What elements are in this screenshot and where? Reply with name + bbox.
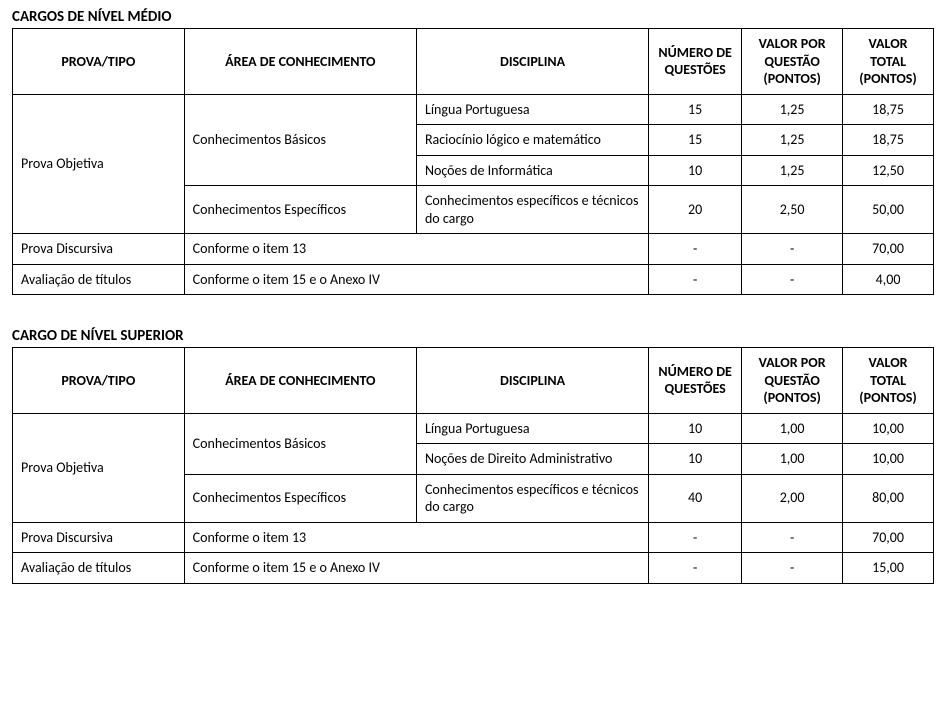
table-row: Avaliação de títulos Conforme o item 15 …	[13, 553, 934, 584]
cell-basicos: Conhecimentos Básicos	[184, 413, 416, 474]
table-row: Prova Objetiva Conhecimentos Básicos Lín…	[13, 94, 934, 125]
cell-numero: -	[649, 264, 742, 295]
cell-numero: 10	[649, 155, 742, 186]
th-prova-tipo: PROVA/TIPO	[13, 348, 185, 414]
cell-conforme: Conforme o item 15 e o Anexo IV	[184, 264, 649, 295]
th-disciplina: DISCIPLINA	[416, 29, 648, 95]
cell-conforme: Conforme o item 13	[184, 522, 649, 553]
cell-valor-total: 18,75	[843, 125, 934, 156]
cell-valor-questao: -	[742, 522, 843, 553]
cell-avaliacao-titulos: Avaliação de títulos	[13, 553, 185, 584]
cell-disciplina: Língua Portuguesa	[416, 413, 648, 444]
cell-valor-total: 10,00	[843, 444, 934, 475]
cell-valor-questao: -	[742, 234, 843, 265]
cell-valor-questao: 1,25	[742, 155, 843, 186]
table-header-row: PROVA/TIPO ÁREA DE CONHECIMENTO DISCIPLI…	[13, 348, 934, 414]
cell-numero: 20	[649, 186, 742, 234]
cell-numero: 40	[649, 474, 742, 522]
cell-valor-total: 10,00	[843, 413, 934, 444]
cell-valor-questao: 2,50	[742, 186, 843, 234]
cell-valor-total: 50,00	[843, 186, 934, 234]
th-valor-questao: VALOR POR QUESTÃO (PONTOS)	[742, 348, 843, 414]
cell-valor-questao: 1,25	[742, 125, 843, 156]
cell-disciplina: Língua Portuguesa	[416, 94, 648, 125]
cell-valor-total: 70,00	[843, 234, 934, 265]
cell-valor-questao: 1,25	[742, 94, 843, 125]
cell-valor-total: 15,00	[843, 553, 934, 584]
th-valor-questao: VALOR POR QUESTÃO (PONTOS)	[742, 29, 843, 95]
cell-numero: 10	[649, 444, 742, 475]
table-row: Avaliação de títulos Conforme o item 15 …	[13, 264, 934, 295]
cell-valor-questao: -	[742, 553, 843, 584]
th-area: ÁREA DE CONHECIMENTO	[184, 348, 416, 414]
th-area: ÁREA DE CONHECIMENTO	[184, 29, 416, 95]
section-title-medio: CARGOS DE NÍVEL MÉDIO	[12, 8, 934, 26]
th-numero: NÚMERO DE QUESTÕES	[649, 29, 742, 95]
cell-disciplina: Raciocínio lógico e matemático	[416, 125, 648, 156]
cell-valor-total: 4,00	[843, 264, 934, 295]
cell-especificos: Conhecimentos Específicos	[184, 474, 416, 522]
cell-numero: -	[649, 522, 742, 553]
cell-numero: 15	[649, 125, 742, 156]
cell-conforme: Conforme o item 15 e o Anexo IV	[184, 553, 649, 584]
cell-numero: -	[649, 234, 742, 265]
table-medio: PROVA/TIPO ÁREA DE CONHECIMENTO DISCIPLI…	[12, 28, 934, 295]
th-valor-total: VALOR TOTAL (PONTOS)	[843, 348, 934, 414]
cell-numero: 10	[649, 413, 742, 444]
cell-valor-questao: 1,00	[742, 444, 843, 475]
cell-disciplina: Conhecimentos específicos e técnicos do …	[416, 474, 648, 522]
table-row: Prova Discursiva Conforme o item 13 - - …	[13, 522, 934, 553]
table-row: Prova Objetiva Conhecimentos Básicos Lín…	[13, 413, 934, 444]
cell-conforme: Conforme o item 13	[184, 234, 649, 265]
cell-valor-total: 12,50	[843, 155, 934, 186]
cell-numero: 15	[649, 94, 742, 125]
cell-disciplina: Noções de Direito Administrativo	[416, 444, 648, 475]
cell-valor-questao: 2,00	[742, 474, 843, 522]
cell-disciplina: Conhecimentos específicos e técnicos do …	[416, 186, 648, 234]
cell-numero: -	[649, 553, 742, 584]
cell-basicos: Conhecimentos Básicos	[184, 94, 416, 186]
cell-prova-objetiva: Prova Objetiva	[13, 94, 185, 234]
table-header-row: PROVA/TIPO ÁREA DE CONHECIMENTO DISCIPLI…	[13, 29, 934, 95]
table-superior: PROVA/TIPO ÁREA DE CONHECIMENTO DISCIPLI…	[12, 347, 934, 584]
cell-prova-objetiva: Prova Objetiva	[13, 413, 185, 522]
section-title-superior: CARGO DE NÍVEL SUPERIOR	[12, 327, 934, 345]
cell-valor-total: 70,00	[843, 522, 934, 553]
cell-valor-questao: -	[742, 264, 843, 295]
cell-prova-discursiva: Prova Discursiva	[13, 522, 185, 553]
cell-especificos: Conhecimentos Específicos	[184, 186, 416, 234]
cell-avaliacao-titulos: Avaliação de títulos	[13, 264, 185, 295]
th-disciplina: DISCIPLINA	[416, 348, 648, 414]
cell-valor-questao: 1,00	[742, 413, 843, 444]
th-valor-total: VALOR TOTAL (PONTOS)	[843, 29, 934, 95]
th-prova-tipo: PROVA/TIPO	[13, 29, 185, 95]
th-numero: NÚMERO DE QUESTÕES	[649, 348, 742, 414]
table-row: Prova Discursiva Conforme o item 13 - - …	[13, 234, 934, 265]
cell-prova-discursiva: Prova Discursiva	[13, 234, 185, 265]
cell-valor-total: 80,00	[843, 474, 934, 522]
cell-valor-total: 18,75	[843, 94, 934, 125]
cell-disciplina: Noções de Informática	[416, 155, 648, 186]
